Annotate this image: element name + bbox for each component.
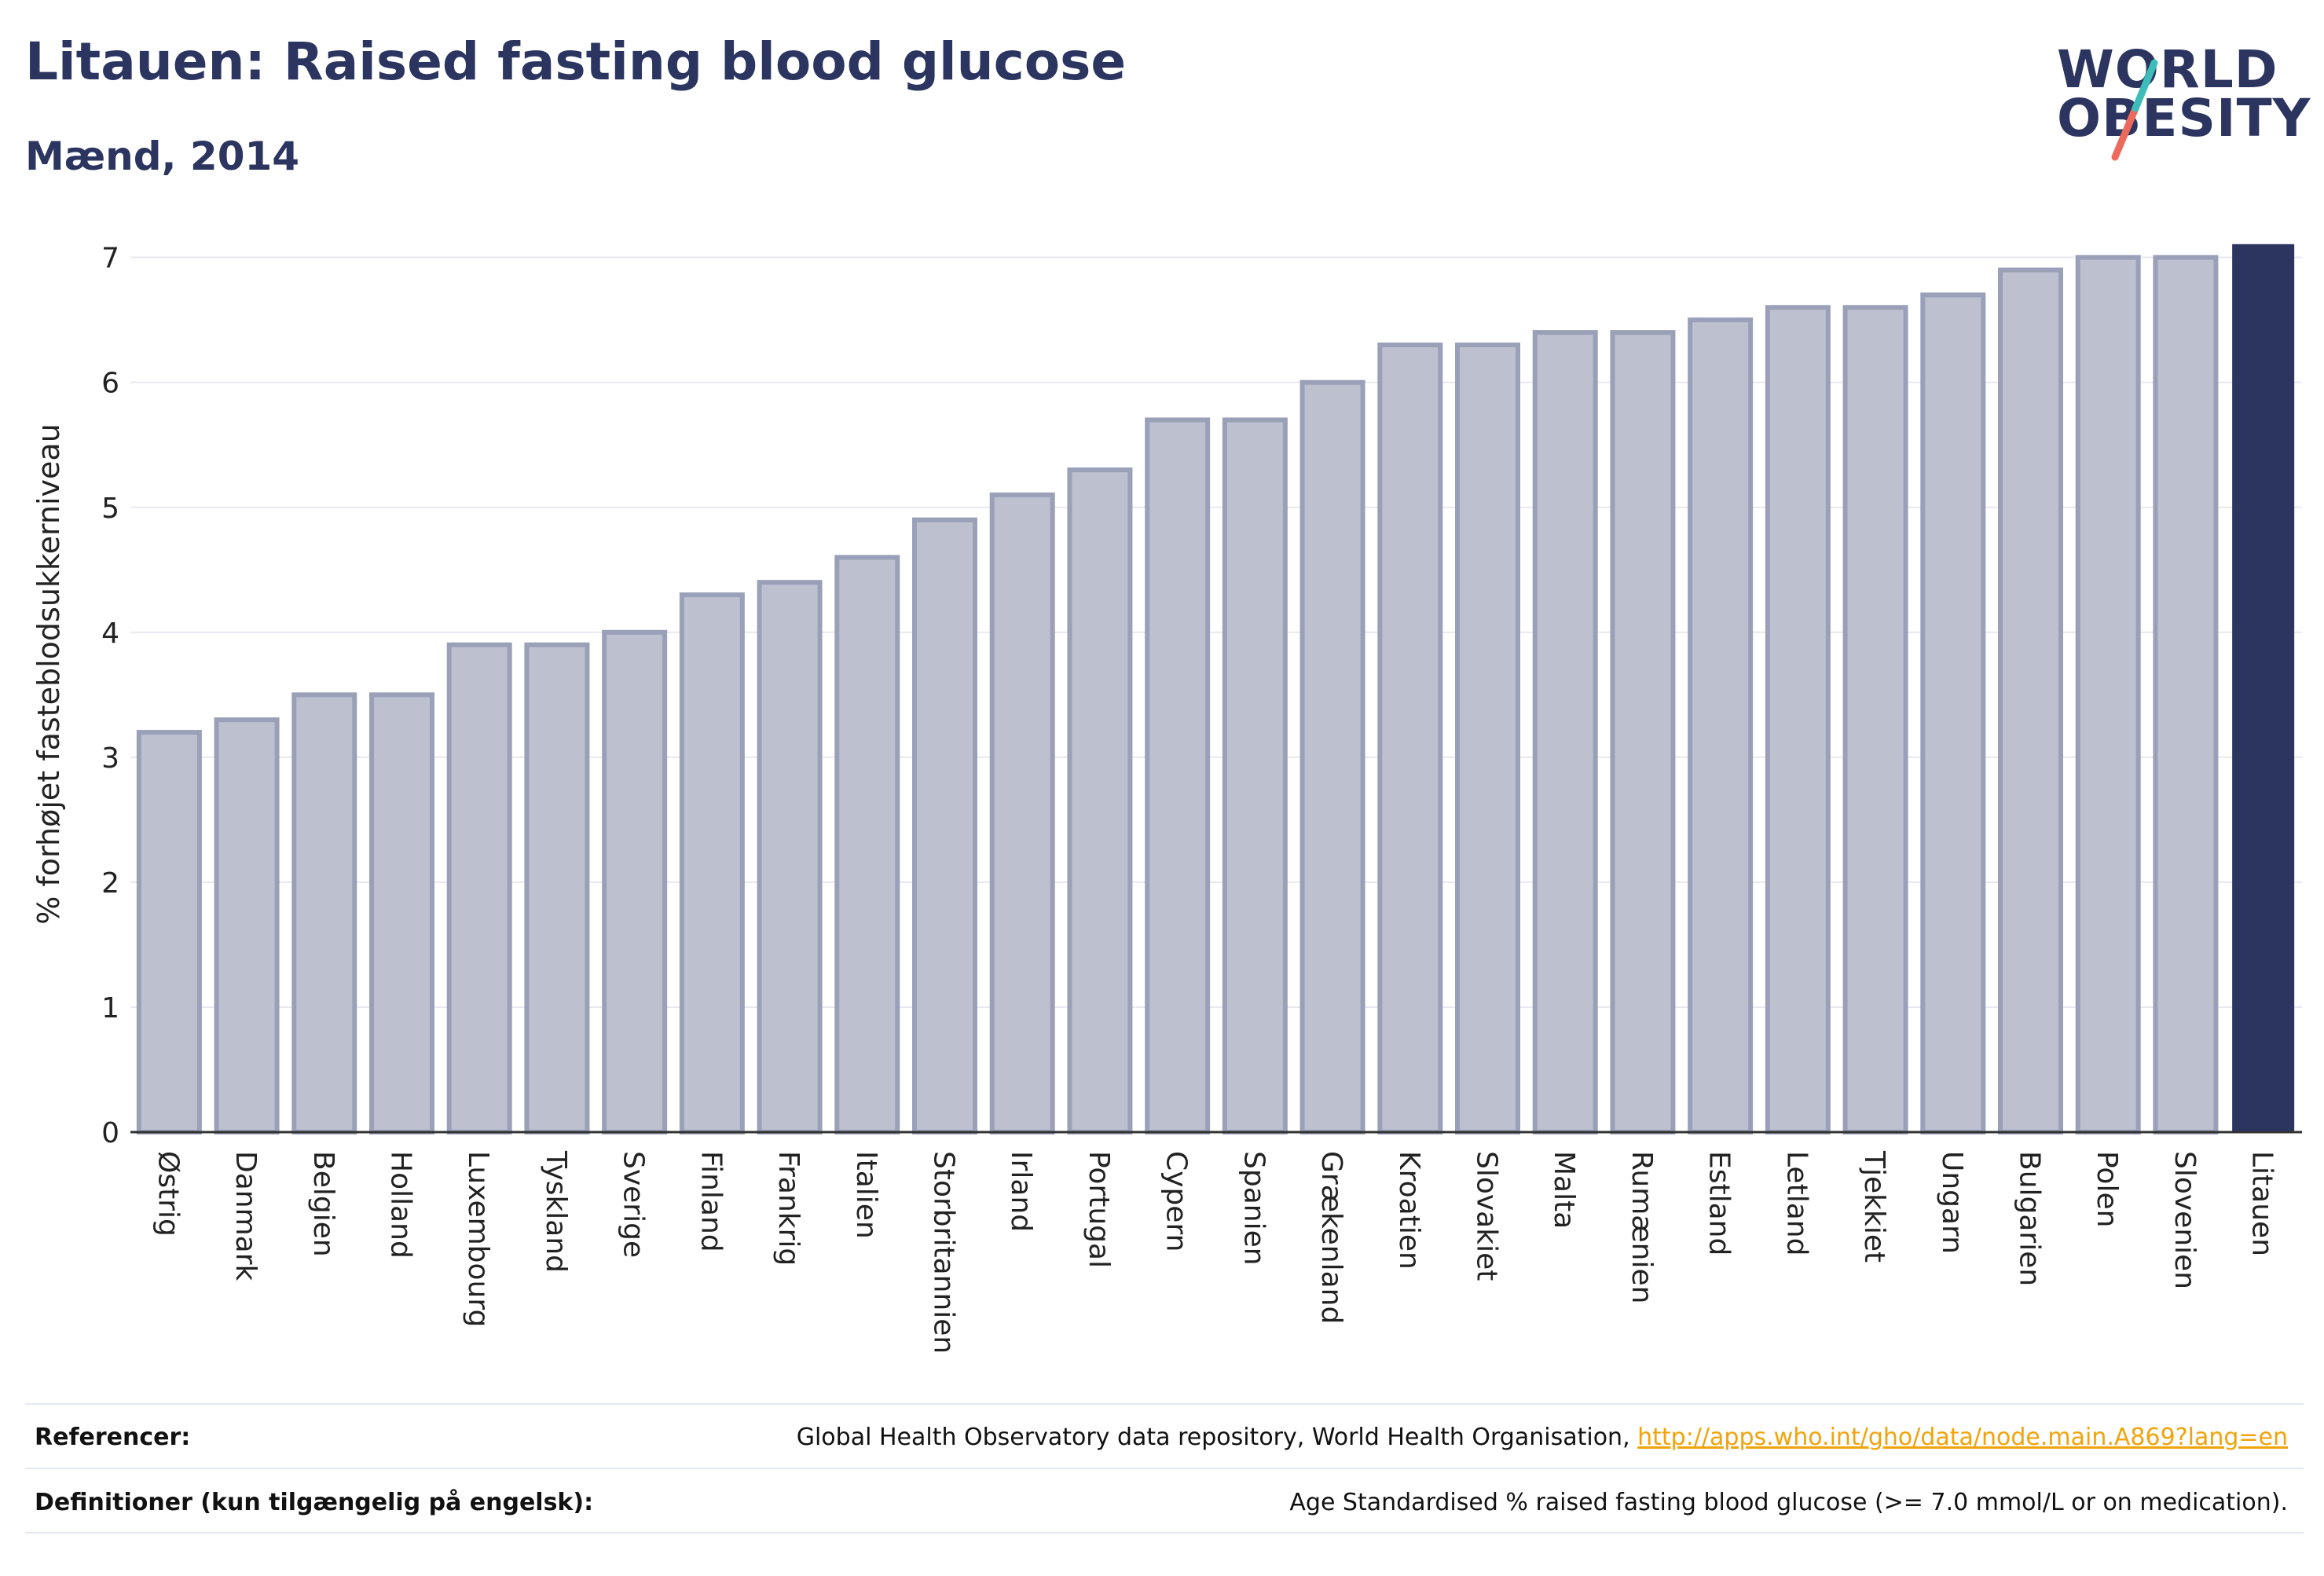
- x-tick-label: Holland: [385, 1151, 417, 1259]
- x-tick-label: Cypern: [1160, 1151, 1193, 1252]
- chart-title: Litauen: Raised fasting blood glucose: [25, 31, 1127, 92]
- x-tick-label: Belgien: [307, 1151, 339, 1257]
- bar-spanien[interactable]: [1222, 417, 1288, 1134]
- references-link[interactable]: http://apps.who.int/gho/data/node.main.A…: [1637, 1424, 2288, 1451]
- bar-ungarn[interactable]: [1920, 292, 1986, 1134]
- bar-østrig[interactable]: [136, 730, 202, 1134]
- chart-subtitle: Mænd, 2014: [25, 134, 300, 179]
- footer-divider-top: [25, 1403, 2304, 1405]
- y-tick-label: 5: [101, 493, 119, 525]
- bar-kroatien[interactable]: [1377, 343, 1443, 1134]
- references-value: Global Health Observatory data repositor…: [797, 1424, 2288, 1451]
- y-tick-label: 3: [101, 742, 119, 775]
- bar-portugal[interactable]: [1067, 467, 1133, 1134]
- references-label: Referencer:: [35, 1424, 191, 1451]
- x-tick-label: Spanien: [1237, 1151, 1270, 1266]
- bar-frankrig[interactable]: [757, 580, 823, 1134]
- logo-slash-icon: [2111, 59, 2158, 161]
- x-tick-label: Portugal: [1083, 1151, 1115, 1268]
- bar-chart: 0 1 2 3 4 5 6 7 Østrig Danmark Belgien Holland Luxem…: [101, 243, 2302, 1354]
- bar-italien[interactable]: [834, 555, 900, 1134]
- definitions-value: Age Standardised % raised fasting blood …: [1289, 1489, 2288, 1516]
- x-tick-label: Tyskland: [540, 1150, 572, 1273]
- x-tick-label: Irland: [1005, 1151, 1037, 1232]
- x-tick-label: Bulgarien: [2014, 1151, 2046, 1286]
- y-tick-label: 2: [101, 867, 119, 900]
- bar-holland[interactable]: [369, 692, 434, 1134]
- bar-luxembourg[interactable]: [446, 642, 512, 1134]
- bar-irland[interactable]: [989, 492, 1055, 1134]
- x-tick-label: Polen: [2091, 1151, 2123, 1227]
- logo-line-2: OBESITY: [2057, 88, 2311, 148]
- bar-tyskland[interactable]: [524, 642, 590, 1134]
- x-tick-label: Kroatien: [1393, 1151, 1425, 1270]
- definitions-label: Definitioner (kun tilgængelig på engelsk…: [35, 1489, 594, 1516]
- y-tick-label: 4: [101, 618, 119, 650]
- bar-polen[interactable]: [2075, 255, 2141, 1135]
- bar-belgien[interactable]: [291, 692, 357, 1134]
- footer-divider-middle: [25, 1468, 2304, 1469]
- bar-danmark[interactable]: [214, 717, 280, 1134]
- x-tick-label: Storbritannien: [928, 1151, 960, 1354]
- x-tick-label: Tjekkiet: [1858, 1150, 1890, 1263]
- bar-grækenland[interactable]: [1299, 379, 1365, 1134]
- logo-line-1: WORLD: [2057, 39, 2278, 100]
- x-tick-label: Danmark: [229, 1151, 262, 1281]
- bar-slovakiet[interactable]: [1455, 343, 1520, 1134]
- x-tick-label: Malta: [1548, 1151, 1580, 1229]
- bar-rumænien[interactable]: [1610, 330, 1676, 1135]
- bar-tjekkiet[interactable]: [1842, 305, 1908, 1134]
- y-tick-label: 1: [101, 992, 119, 1024]
- bar-estland[interactable]: [1688, 317, 1754, 1135]
- x-tick-label: Frankrig: [772, 1151, 805, 1266]
- bar-storbritannien[interactable]: [912, 517, 977, 1134]
- bar-slovenien[interactable]: [2153, 255, 2219, 1135]
- x-tick-label: Litauen: [2246, 1151, 2278, 1256]
- x-tick-label: Slovenien: [2168, 1151, 2201, 1289]
- bar-sverige[interactable]: [602, 629, 668, 1134]
- references-text: Global Health Observatory data repositor…: [796, 1424, 1638, 1451]
- bar-finland[interactable]: [679, 592, 745, 1134]
- x-tick-label: Rumænien: [1626, 1151, 1658, 1303]
- x-tick-label: Finland: [695, 1151, 727, 1252]
- bar-cypern[interactable]: [1145, 417, 1211, 1134]
- y-tick-label: 7: [101, 243, 119, 275]
- bar-litauen[interactable]: [2232, 244, 2295, 1133]
- x-tick-label: Estland: [1703, 1151, 1736, 1255]
- x-tick-label: Grækenland: [1315, 1151, 1347, 1324]
- y-tick-label: 0: [101, 1117, 119, 1149]
- x-tick-label: Luxembourg: [462, 1151, 494, 1327]
- y-tick-label: 6: [101, 368, 119, 400]
- x-tick-label: Italien: [850, 1151, 882, 1239]
- x-tick-label: Letland: [1780, 1151, 1813, 1255]
- x-tick-label: Østrig: [152, 1151, 184, 1237]
- world-obesity-logo[interactable]: WORLD OBESITY: [2043, 39, 2310, 173]
- x-tick-label: Slovakiet: [1471, 1151, 1503, 1281]
- bar-bulgarien[interactable]: [1998, 267, 2063, 1135]
- x-tick-label: Ungarn: [1936, 1151, 1968, 1254]
- footer-divider-bottom: [25, 1532, 2304, 1534]
- bar-letland[interactable]: [1765, 305, 1831, 1134]
- x-tick-label: Sverige: [618, 1151, 650, 1258]
- bar-malta[interactable]: [1532, 330, 1598, 1135]
